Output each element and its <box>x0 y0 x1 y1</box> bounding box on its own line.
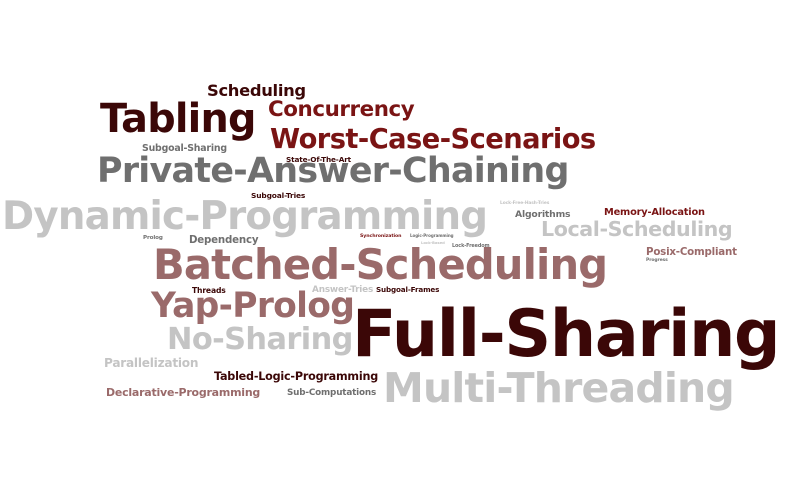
cloud-word-lock-free-hash-tries: Lock-Free-Hash-Tries <box>500 201 550 207</box>
cloud-word-logic-programming: Logic-Programming <box>410 232 454 238</box>
cloud-word-threads: Threads <box>192 285 226 295</box>
cloud-word-batched-scheduling: Batched-Scheduling <box>153 240 608 290</box>
cloud-word-no-sharing: No-Sharing <box>167 321 353 357</box>
cloud-word-yap-prolog: Yap-Prolog <box>151 285 355 326</box>
cloud-word-algorithms: Algorithms <box>515 208 571 220</box>
cloud-word-multi-threading: Multi-Threading <box>383 363 735 412</box>
cloud-word-tabled-logic-programming: Tabled-Logic-Programming <box>214 370 378 384</box>
cloud-word-scheduling: Scheduling <box>207 80 306 100</box>
cloud-word-local-scheduling: Local-Scheduling <box>541 216 733 241</box>
cloud-word-sub-computations: Sub-Computations <box>287 388 377 399</box>
cloud-word-declarative-programming: Declarative-Programming <box>106 385 261 399</box>
cloud-word-lock-based: Lock-Based <box>421 240 445 246</box>
cloud-word-dependency: Dependency <box>189 234 259 247</box>
cloud-word-private-answer-chaining: Private-Answer-Chaining <box>97 150 569 191</box>
cloud-word-prolog: Prolog <box>143 234 163 241</box>
cloud-word-worst-case-scenarios: Worst-Case-Scenarios <box>270 124 596 156</box>
cloud-word-lock-freedom: Lock-Freedom <box>452 243 490 249</box>
cloud-word-concurrency: Concurrency <box>268 97 415 123</box>
cloud-word-subgoal-frames: Subgoal-Frames <box>376 284 440 294</box>
cloud-word-memory-allocation: Memory-Allocation <box>604 206 705 218</box>
cloud-word-parallelization: Parallelization <box>104 355 199 370</box>
cloud-word-progress: Progress <box>646 257 668 263</box>
cloud-word-dynamic-programming: Dynamic-Programming <box>2 193 488 239</box>
cloud-word-posix-compliant: Posix-Compliant <box>646 246 737 259</box>
cloud-word-full-sharing: Full-Sharing <box>352 296 781 372</box>
cloud-word-synchronization: Synchronization <box>360 234 402 240</box>
cloud-word-answer-tries: Answer-Tries <box>312 285 374 296</box>
cloud-word-subgoal-tries: Subgoal-Tries <box>251 190 306 200</box>
cloud-word-subgoal-sharing: Subgoal-Sharing <box>142 142 227 154</box>
cloud-word-tabling: Tabling <box>100 96 256 143</box>
cloud-word-state-of-the-art: State-Of-The-Art <box>286 154 352 164</box>
